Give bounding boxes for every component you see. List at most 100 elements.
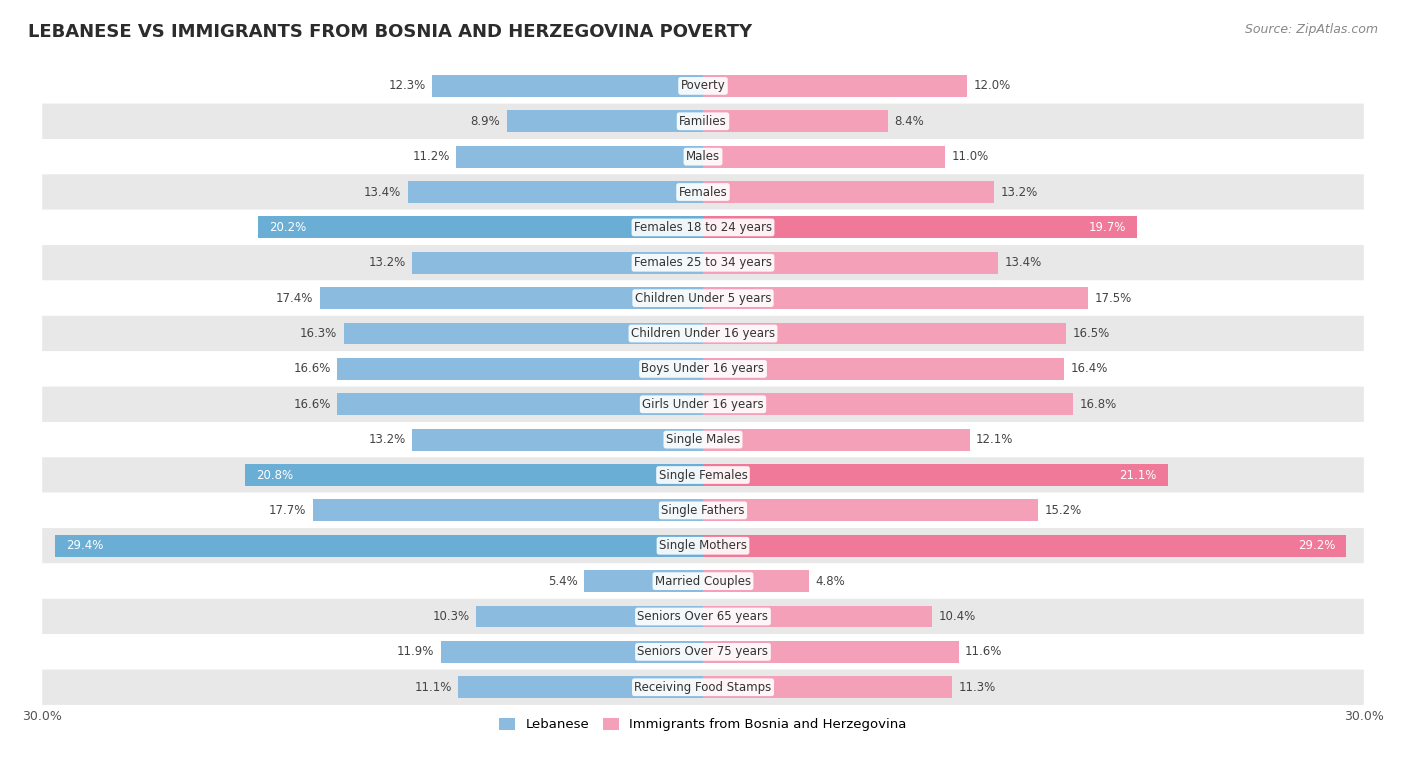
FancyBboxPatch shape	[42, 528, 1364, 563]
Bar	[703, 287, 1088, 309]
FancyBboxPatch shape	[42, 563, 1364, 599]
Text: 13.4%: 13.4%	[364, 186, 401, 199]
Bar	[703, 111, 889, 132]
Text: Females 25 to 34 years: Females 25 to 34 years	[634, 256, 772, 269]
Text: Seniors Over 75 years: Seniors Over 75 years	[637, 645, 769, 659]
Bar	[337, 393, 703, 415]
Text: 10.3%: 10.3%	[433, 610, 470, 623]
Text: 17.7%: 17.7%	[269, 504, 307, 517]
Text: 21.1%: 21.1%	[1119, 468, 1157, 481]
Text: 8.4%: 8.4%	[894, 114, 924, 128]
Text: 16.6%: 16.6%	[294, 398, 330, 411]
Text: 11.2%: 11.2%	[412, 150, 450, 163]
Text: 16.4%: 16.4%	[1071, 362, 1108, 375]
Bar	[703, 146, 945, 168]
Bar	[458, 676, 703, 698]
Text: LEBANESE VS IMMIGRANTS FROM BOSNIA AND HERZEGOVINA POVERTY: LEBANESE VS IMMIGRANTS FROM BOSNIA AND H…	[28, 23, 752, 41]
FancyBboxPatch shape	[42, 139, 1364, 174]
Bar	[703, 641, 959, 662]
Bar	[259, 217, 703, 238]
Text: 11.1%: 11.1%	[415, 681, 451, 694]
Bar	[477, 606, 703, 628]
Bar	[703, 323, 1066, 344]
Text: Girls Under 16 years: Girls Under 16 years	[643, 398, 763, 411]
FancyBboxPatch shape	[42, 351, 1364, 387]
Text: 13.2%: 13.2%	[1001, 186, 1038, 199]
Bar	[583, 570, 703, 592]
Text: 16.8%: 16.8%	[1080, 398, 1116, 411]
Bar	[703, 500, 1038, 522]
Bar	[703, 75, 967, 97]
Bar	[703, 606, 932, 628]
Text: Single Males: Single Males	[666, 433, 740, 446]
Text: 13.2%: 13.2%	[368, 433, 405, 446]
Bar	[703, 429, 970, 450]
Text: Single Mothers: Single Mothers	[659, 539, 747, 553]
FancyBboxPatch shape	[42, 210, 1364, 245]
FancyBboxPatch shape	[42, 387, 1364, 422]
Text: 4.8%: 4.8%	[815, 575, 845, 587]
Bar	[703, 181, 994, 203]
Bar	[337, 358, 703, 380]
Text: 12.3%: 12.3%	[388, 80, 426, 92]
Bar	[55, 535, 703, 556]
Text: 5.4%: 5.4%	[548, 575, 578, 587]
Text: Source: ZipAtlas.com: Source: ZipAtlas.com	[1244, 23, 1378, 36]
FancyBboxPatch shape	[42, 316, 1364, 351]
Text: 10.4%: 10.4%	[939, 610, 976, 623]
Bar	[344, 323, 703, 344]
Bar	[703, 464, 1168, 486]
Text: Families: Families	[679, 114, 727, 128]
Text: 16.5%: 16.5%	[1073, 327, 1111, 340]
Bar	[432, 75, 703, 97]
FancyBboxPatch shape	[42, 104, 1364, 139]
FancyBboxPatch shape	[42, 245, 1364, 280]
Text: Females 18 to 24 years: Females 18 to 24 years	[634, 221, 772, 234]
Text: Seniors Over 65 years: Seniors Over 65 years	[637, 610, 769, 623]
Bar	[319, 287, 703, 309]
FancyBboxPatch shape	[42, 669, 1364, 705]
Text: 20.2%: 20.2%	[269, 221, 307, 234]
Bar	[314, 500, 703, 522]
Text: Single Females: Single Females	[658, 468, 748, 481]
Text: Children Under 5 years: Children Under 5 years	[634, 292, 772, 305]
Text: Single Fathers: Single Fathers	[661, 504, 745, 517]
Text: 17.5%: 17.5%	[1095, 292, 1132, 305]
Text: 29.4%: 29.4%	[66, 539, 104, 553]
Text: 8.9%: 8.9%	[471, 114, 501, 128]
Text: Married Couples: Married Couples	[655, 575, 751, 587]
Text: 16.6%: 16.6%	[294, 362, 330, 375]
Bar	[703, 217, 1137, 238]
Text: 19.7%: 19.7%	[1088, 221, 1126, 234]
Bar	[703, 252, 998, 274]
Text: 17.4%: 17.4%	[276, 292, 314, 305]
Bar	[245, 464, 703, 486]
FancyBboxPatch shape	[42, 457, 1364, 493]
Bar	[703, 570, 808, 592]
Bar	[508, 111, 703, 132]
FancyBboxPatch shape	[42, 493, 1364, 528]
Bar	[457, 146, 703, 168]
Bar	[703, 535, 1346, 556]
Text: Females: Females	[679, 186, 727, 199]
Bar	[408, 181, 703, 203]
FancyBboxPatch shape	[42, 280, 1364, 316]
FancyBboxPatch shape	[42, 174, 1364, 210]
Text: Males: Males	[686, 150, 720, 163]
Text: 12.0%: 12.0%	[974, 80, 1011, 92]
Text: Boys Under 16 years: Boys Under 16 years	[641, 362, 765, 375]
Text: 11.0%: 11.0%	[952, 150, 990, 163]
Text: 15.2%: 15.2%	[1045, 504, 1081, 517]
Bar	[441, 641, 703, 662]
Text: 13.2%: 13.2%	[368, 256, 405, 269]
Legend: Lebanese, Immigrants from Bosnia and Herzegovina: Lebanese, Immigrants from Bosnia and Her…	[494, 713, 912, 737]
Bar	[703, 676, 952, 698]
Text: Children Under 16 years: Children Under 16 years	[631, 327, 775, 340]
Text: 16.3%: 16.3%	[299, 327, 337, 340]
Bar	[703, 358, 1064, 380]
Text: 11.3%: 11.3%	[959, 681, 995, 694]
Bar	[412, 429, 703, 450]
FancyBboxPatch shape	[42, 422, 1364, 457]
Bar	[703, 393, 1073, 415]
FancyBboxPatch shape	[42, 68, 1364, 104]
